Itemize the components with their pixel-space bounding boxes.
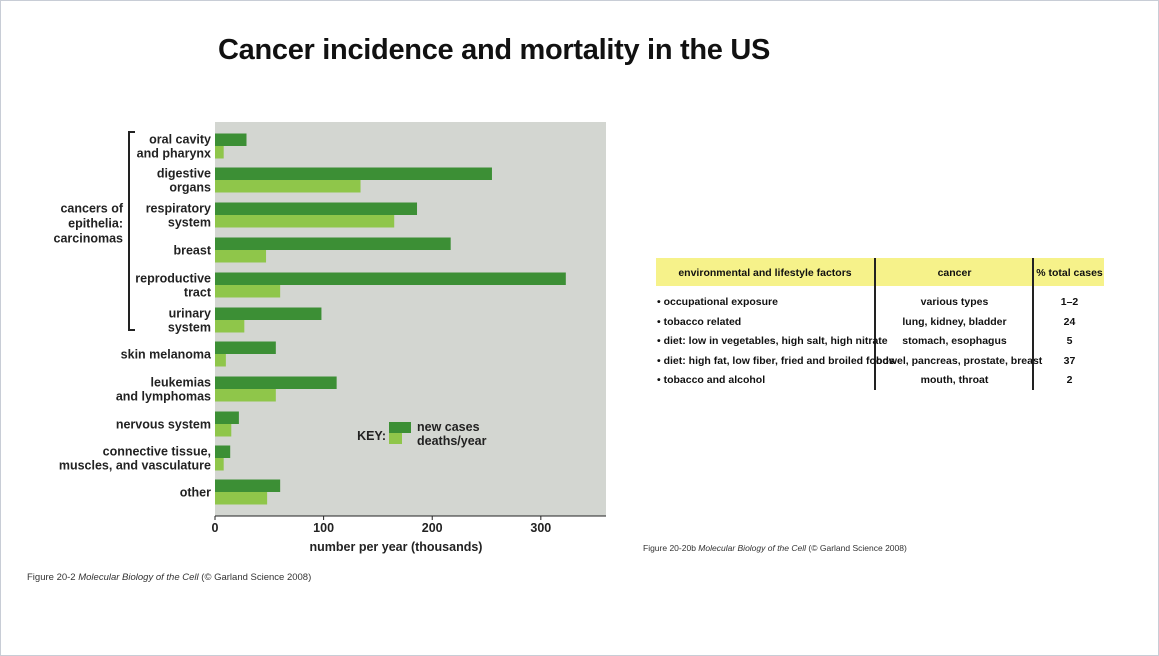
cell-percent: 1–2 [1060,296,1079,308]
bar-new-cases [215,341,276,354]
table-header-row [656,258,1104,286]
category-label: skin melanoma [121,348,212,362]
caption-right-book: Molecular Biology of the Cell [698,543,807,553]
bar-new-cases [215,167,492,180]
bar-deaths [215,389,276,402]
bar-deaths [215,354,226,367]
bar-new-cases [215,307,322,320]
x-tick-label: 100 [313,521,334,535]
cell-factor: • tobacco related [657,315,742,328]
cell-cancer: mouth, throat [920,374,989,386]
bar-deaths [215,250,267,263]
group-bracket [128,131,135,331]
bar-deaths [215,215,395,228]
cell-cancer: stomach, esophagus [902,335,1007,347]
cell-factor: • occupational exposure [657,296,778,308]
cell-percent: 37 [1063,354,1076,367]
legend-label-deaths: deaths/year [417,434,487,448]
table-divider [874,258,876,390]
category-label: respiratory system [146,202,211,230]
cell-factor: • diet: low in vegetables, high salt, hi… [657,335,888,347]
category-label: oral cavity and pharynx [137,133,211,161]
bar-new-cases [215,479,281,492]
legend-swatch-deaths [389,433,402,444]
table-row: • diet: high fat, low fiber, fried and b… [656,355,1104,374]
caption-left-book: Molecular Biology of the Cell [78,572,199,583]
category-label: digestive organs [157,167,211,195]
caption-left-suffix: (© Garland Science 2008) [201,572,312,583]
bar-deaths [215,458,224,471]
bar-deaths [215,320,245,333]
category-label: nervous system [116,418,211,432]
legend-swatch-new-cases [389,422,411,433]
bar-new-cases [215,133,247,146]
bar-deaths [215,492,268,505]
x-tick-label: 200 [422,521,443,535]
legend-label-new-cases: new cases [417,420,480,434]
bar-new-cases [215,202,418,215]
caption-right-prefix: Figure 20-20b [643,543,696,553]
bar-new-cases [215,445,231,458]
x-axis-label: number per year (thousands) [310,540,483,554]
header-percent: % total cases [1036,267,1103,279]
figure-caption-left: Figure 20-2 Molecular Biology of the Cel… [27,572,311,583]
caption-right-suffix: (© Garland Science 2008) [808,543,907,553]
bar-new-cases [215,411,239,424]
category-label: connective tissue, muscles, and vasculatu… [59,445,211,473]
table-row: • occupational exposure various types 1–2 [656,296,1104,315]
figure-caption-right: Figure 20-20b Molecular Biology of the C… [643,543,907,553]
bar-new-cases [215,272,566,285]
table-row: • diet: low in vegetables, high salt, hi… [656,335,1104,354]
legend-key-label: KEY: [357,429,386,443]
x-tick-label: 0 [212,521,219,535]
cell-cancer: various types [920,296,989,308]
cell-factor: • tobacco and alcohol [657,374,766,386]
category-label: breast [173,244,211,258]
bar-deaths [215,424,232,437]
cell-percent: 5 [1066,335,1073,347]
cell-percent: 2 [1066,374,1073,386]
cell-cancer: lung, kidney, bladder [902,315,1007,328]
bar-deaths [215,146,224,159]
cell-percent: 24 [1063,315,1076,328]
bar-new-cases [215,237,451,250]
category-label: reproductive tract [135,272,212,300]
cell-factor: • diet: high fat, low fiber, fried and b… [657,354,895,367]
table-row: • tobacco related lung, kidney, bladder 24 [656,316,1104,335]
bar-new-cases [215,376,337,389]
cell-cancer: bowel, pancreas, prostate, breast [876,354,1043,367]
caption-left-prefix: Figure 20-2 [27,572,76,583]
category-label: leukemias and lymphomas [116,376,211,404]
slide-title: Cancer incidence and mortality in the US [218,34,771,66]
category-label: other [180,486,211,500]
category-label: urinary system [168,307,211,335]
table-row: • tobacco and alcohol mouth, throat 2 [656,374,1104,393]
group-label: cancers of epithelia: carcinomas [54,202,124,246]
header-factor: environmental and lifestyle factors [678,267,852,279]
header-cancer: cancer [937,267,972,279]
x-tick-label: 300 [530,521,551,535]
bar-deaths [215,285,281,298]
bar-deaths [215,180,361,193]
table-divider [1032,258,1034,390]
